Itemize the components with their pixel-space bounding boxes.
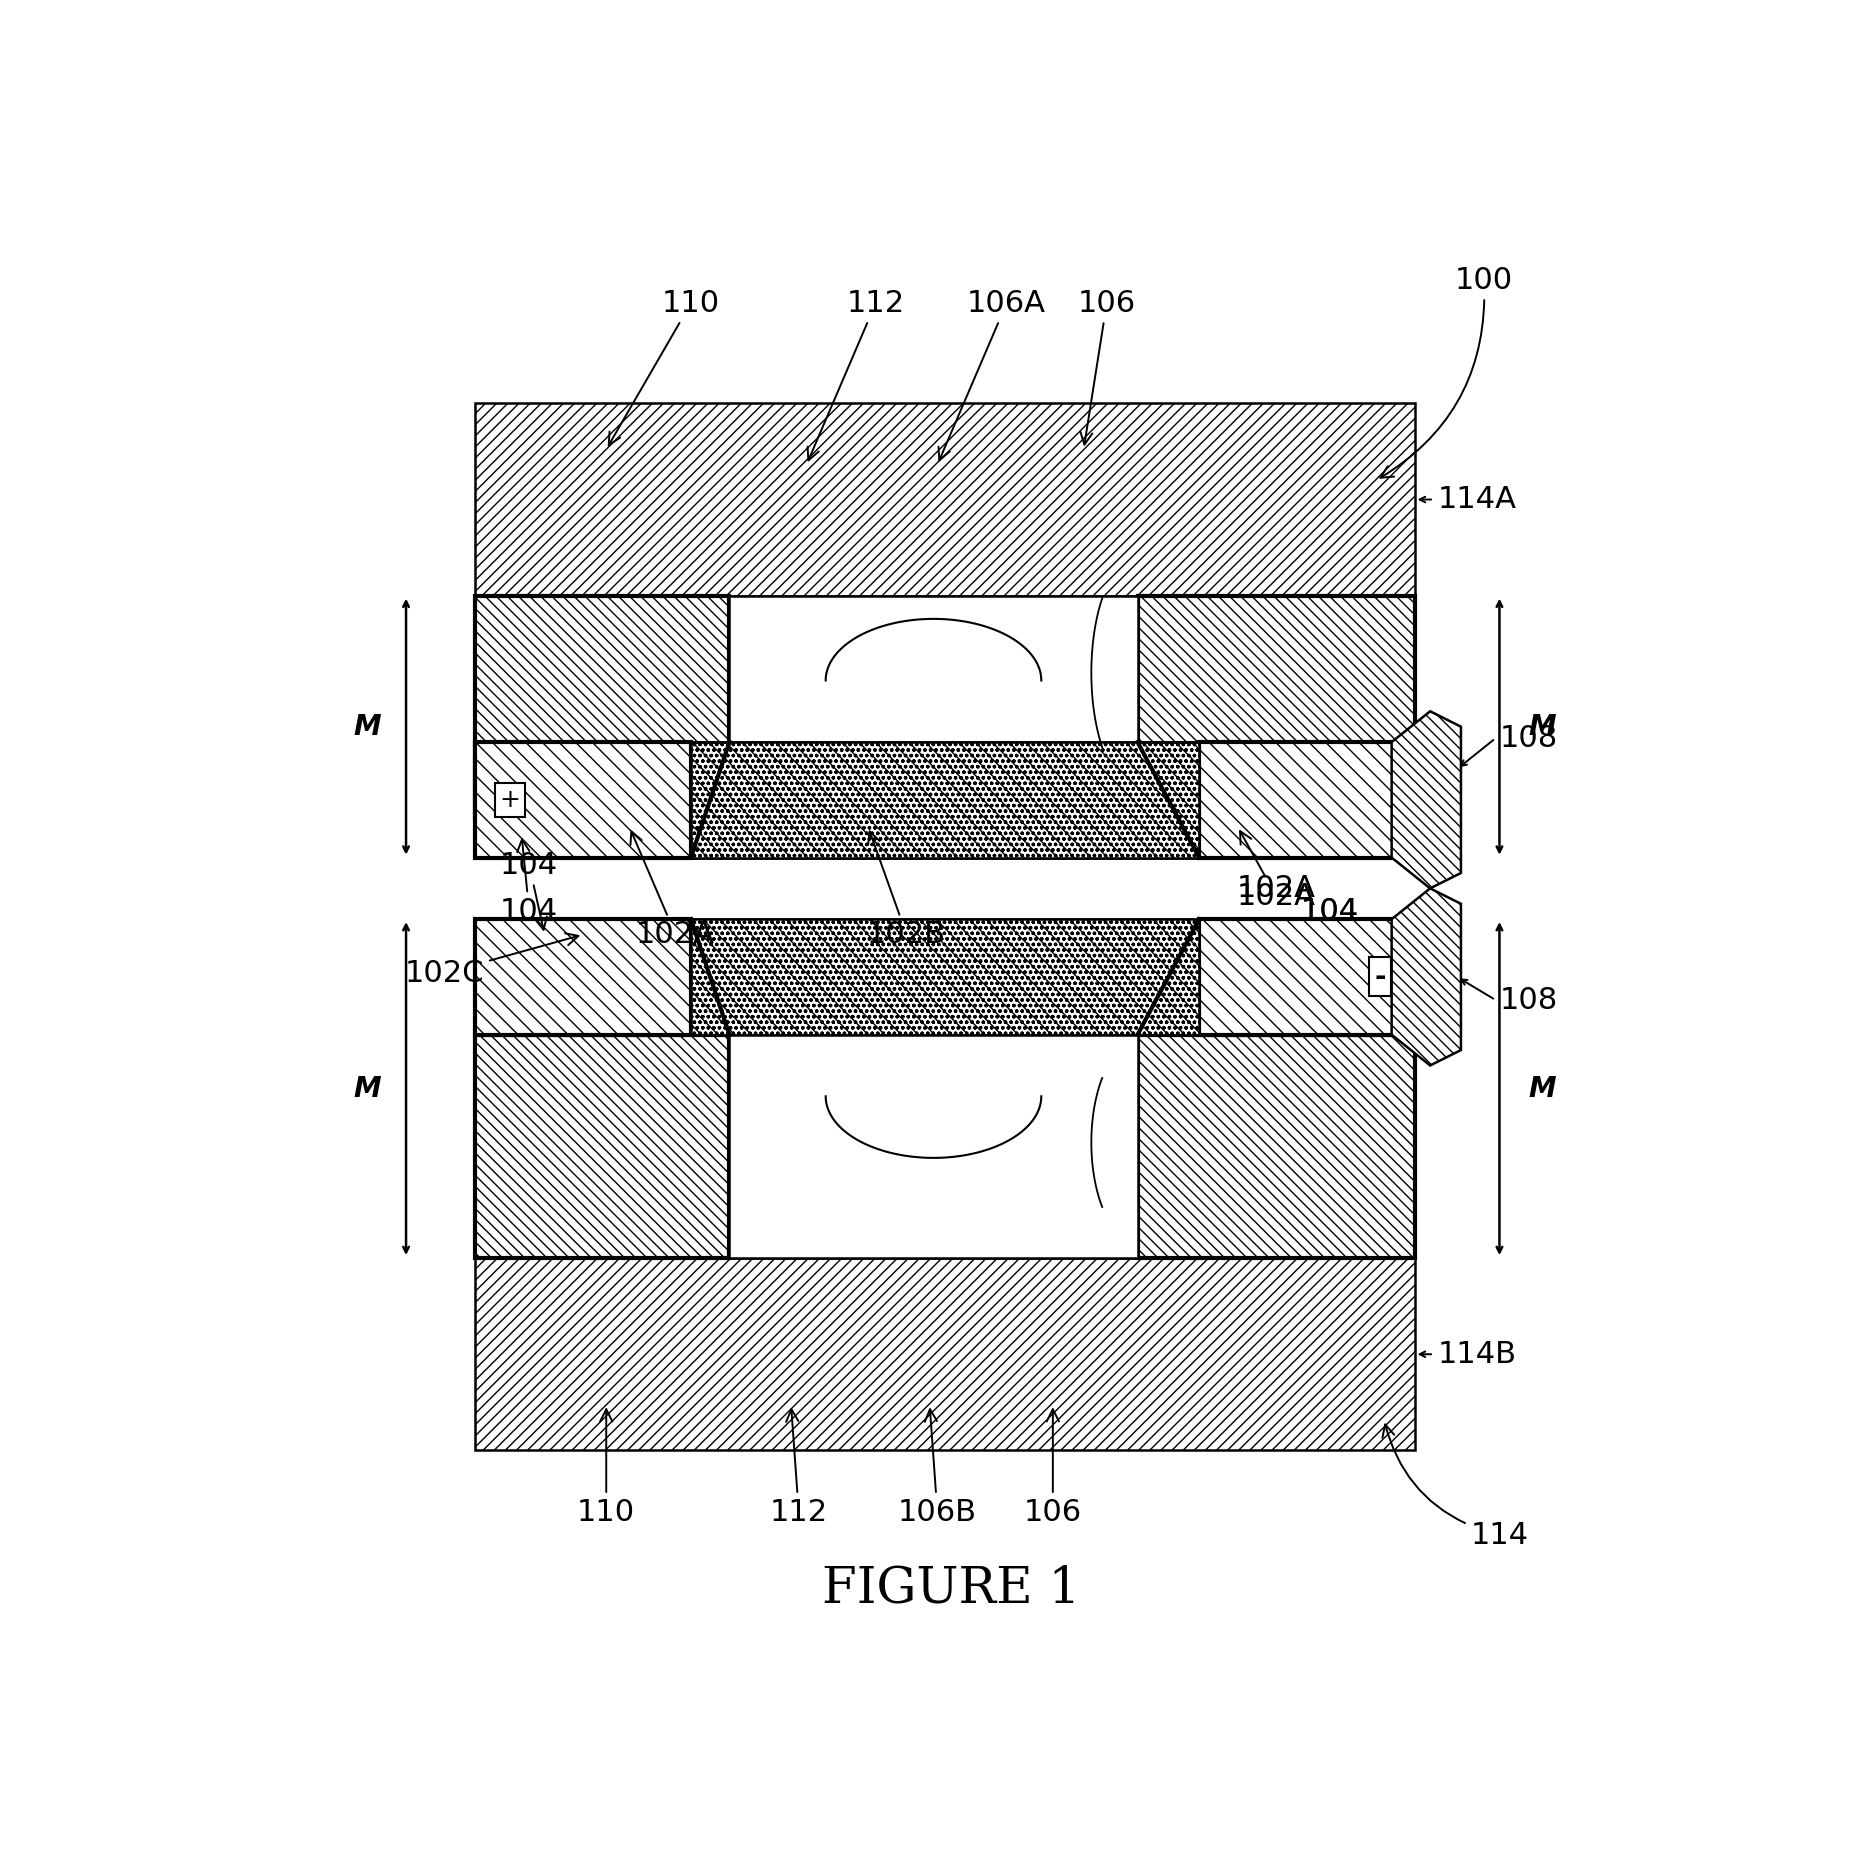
Bar bbox=[729, 595, 1137, 741]
Text: 106A: 106A bbox=[939, 288, 1046, 461]
Bar bbox=[475, 402, 1414, 595]
Bar bbox=[1137, 595, 1414, 820]
Bar bbox=[1198, 741, 1414, 857]
Text: 100: 100 bbox=[1380, 266, 1512, 477]
Text: 102A: 102A bbox=[1235, 831, 1315, 910]
Text: 114B: 114B bbox=[1438, 1340, 1516, 1368]
Text: 106B: 106B bbox=[898, 1410, 976, 1526]
Bar bbox=[1198, 919, 1414, 1035]
Bar bbox=[475, 741, 1414, 857]
Text: FIGURE 1: FIGURE 1 bbox=[822, 1565, 1080, 1614]
Bar bbox=[475, 595, 729, 820]
Polygon shape bbox=[1391, 711, 1460, 889]
Bar bbox=[690, 919, 1198, 1035]
Text: M: M bbox=[1527, 1075, 1554, 1103]
Bar bbox=[1137, 1035, 1414, 1258]
Bar bbox=[690, 919, 1198, 1035]
Text: M: M bbox=[354, 713, 380, 741]
Text: 110: 110 bbox=[608, 288, 720, 446]
Text: 112: 112 bbox=[807, 288, 905, 461]
Text: 112: 112 bbox=[770, 1410, 827, 1526]
Text: 106: 106 bbox=[1078, 288, 1135, 444]
Text: 110: 110 bbox=[577, 1410, 634, 1526]
Text: 104: 104 bbox=[1300, 897, 1358, 927]
Text: 114: 114 bbox=[1382, 1425, 1529, 1550]
Bar bbox=[690, 741, 1198, 857]
Text: 108: 108 bbox=[1499, 724, 1556, 753]
Bar bbox=[475, 1035, 729, 1258]
Text: 102B: 102B bbox=[866, 831, 946, 949]
Text: M: M bbox=[1527, 713, 1554, 741]
Bar bbox=[690, 741, 1198, 857]
Text: +: + bbox=[499, 788, 519, 812]
Bar bbox=[729, 1035, 1137, 1258]
Text: 106: 106 bbox=[1024, 1410, 1081, 1526]
Text: 104: 104 bbox=[499, 850, 558, 930]
Text: -: - bbox=[1373, 962, 1386, 990]
Bar bbox=[475, 1258, 1414, 1451]
Text: 108: 108 bbox=[1499, 985, 1556, 1015]
Text: 102A: 102A bbox=[631, 831, 714, 949]
Bar bbox=[475, 919, 1414, 1035]
Text: 102C: 102C bbox=[404, 934, 579, 988]
Text: 104: 104 bbox=[1300, 897, 1358, 927]
Bar bbox=[475, 741, 690, 857]
Text: 114A: 114A bbox=[1438, 485, 1516, 515]
Text: M: M bbox=[354, 1075, 380, 1103]
Polygon shape bbox=[1391, 889, 1460, 1065]
Text: 102A: 102A bbox=[1235, 874, 1315, 902]
Bar bbox=[475, 919, 690, 1035]
Text: 104: 104 bbox=[499, 839, 558, 927]
